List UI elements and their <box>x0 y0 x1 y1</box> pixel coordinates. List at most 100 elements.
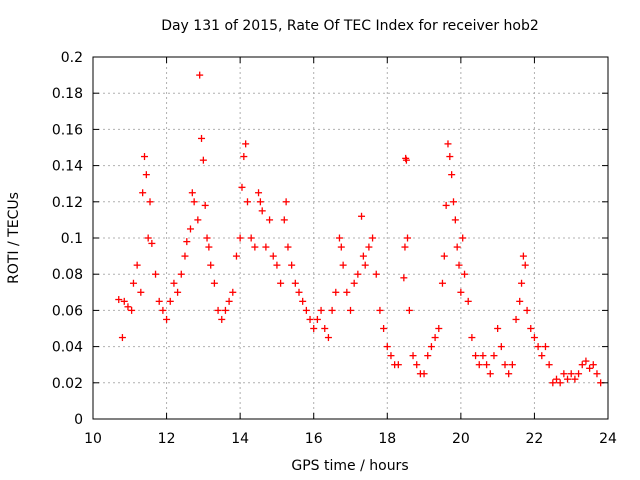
data-point <box>229 288 237 296</box>
data-point <box>518 279 526 287</box>
data-point <box>575 370 583 378</box>
data-point <box>196 71 204 79</box>
data-point <box>409 352 417 360</box>
data-point <box>521 261 529 269</box>
data-point <box>501 361 509 369</box>
data-point <box>383 343 391 351</box>
x-tick-label: 20 <box>452 431 470 447</box>
data-point <box>170 279 178 287</box>
data-point <box>324 334 332 342</box>
data-point <box>317 306 325 314</box>
data-point <box>310 325 318 332</box>
data-point <box>139 189 147 197</box>
data-point <box>133 261 141 269</box>
data-point <box>519 252 527 260</box>
data-point <box>490 352 498 360</box>
data-point <box>244 198 251 206</box>
data-point <box>446 153 454 161</box>
data-point <box>523 306 531 314</box>
data-point <box>553 375 560 383</box>
data-point <box>593 370 601 378</box>
y-tick-labels: 0 0.02 0.04 0.06 0.08 0.1 0.12 0.14 0.16 0.18 0.2 <box>52 50 83 428</box>
y-axis-label: ROTI / TECUs <box>6 192 22 284</box>
data-point <box>124 303 132 311</box>
data-point <box>280 216 288 224</box>
data-point <box>472 352 480 360</box>
data-point <box>380 325 388 332</box>
data-point <box>332 288 340 296</box>
data-point <box>129 279 137 287</box>
data-point <box>313 315 321 323</box>
data-point <box>350 279 358 287</box>
data-point <box>516 297 524 305</box>
y-tick-label: 0.1 <box>61 231 83 247</box>
data-point <box>556 379 564 387</box>
data-point <box>277 279 285 287</box>
data-point <box>405 306 413 314</box>
data-point <box>402 156 410 164</box>
data-point <box>137 288 145 296</box>
data-point <box>141 153 148 161</box>
data-point <box>148 239 156 247</box>
data-point <box>242 140 250 148</box>
data-point <box>387 352 395 360</box>
data-point <box>361 261 369 269</box>
y-tick-label: 0.08 <box>52 267 83 283</box>
y-tick-label: 0.06 <box>52 303 83 319</box>
x-tick-label: 14 <box>231 431 249 447</box>
data-point <box>152 270 160 278</box>
data-point <box>468 334 476 342</box>
data-point <box>451 216 459 224</box>
data-point <box>284 243 292 251</box>
data-point <box>486 370 494 378</box>
data-point <box>177 270 185 278</box>
data-point <box>295 288 303 296</box>
data-point <box>455 261 463 269</box>
data-point <box>444 140 452 148</box>
data-point <box>321 325 329 332</box>
data-point <box>567 370 575 378</box>
chart-title: Day 131 of 2015, Rate Of TEC Index for r… <box>161 18 539 34</box>
data-point <box>461 270 469 278</box>
data-point <box>420 370 428 378</box>
data-point <box>347 306 354 314</box>
data-point <box>188 189 196 197</box>
data-point <box>146 198 154 206</box>
data-point <box>448 171 456 179</box>
data-point <box>582 357 590 365</box>
data-point <box>435 325 443 332</box>
data-point <box>400 274 408 282</box>
data-point <box>450 198 457 206</box>
data-point <box>475 361 483 369</box>
data-point <box>483 361 491 369</box>
y-tick-label: 0 <box>74 412 83 428</box>
data-point <box>142 171 150 179</box>
data-point <box>413 361 421 369</box>
data-point <box>225 297 233 305</box>
data-point <box>232 252 240 260</box>
data-point <box>505 370 513 378</box>
data-point <box>578 361 586 369</box>
data-point <box>288 261 296 269</box>
data-point <box>564 375 572 383</box>
data-point <box>205 243 213 251</box>
y-tick-label: 0.04 <box>52 340 83 356</box>
data-point <box>203 234 211 242</box>
data-point <box>376 306 384 314</box>
data-point <box>198 134 206 142</box>
data-point <box>218 315 226 323</box>
data-point <box>358 212 366 220</box>
y-tick-label: 0.16 <box>52 122 83 138</box>
data-point <box>541 343 549 351</box>
data-point <box>339 261 347 269</box>
x-tick-label: 10 <box>84 431 102 447</box>
data-point <box>394 361 402 369</box>
data-point <box>442 201 450 209</box>
data-point <box>236 234 244 242</box>
data-point <box>190 198 198 206</box>
data-point <box>560 370 568 378</box>
data-point <box>335 234 343 242</box>
plot-frame <box>92 56 609 420</box>
data-point <box>201 201 209 209</box>
